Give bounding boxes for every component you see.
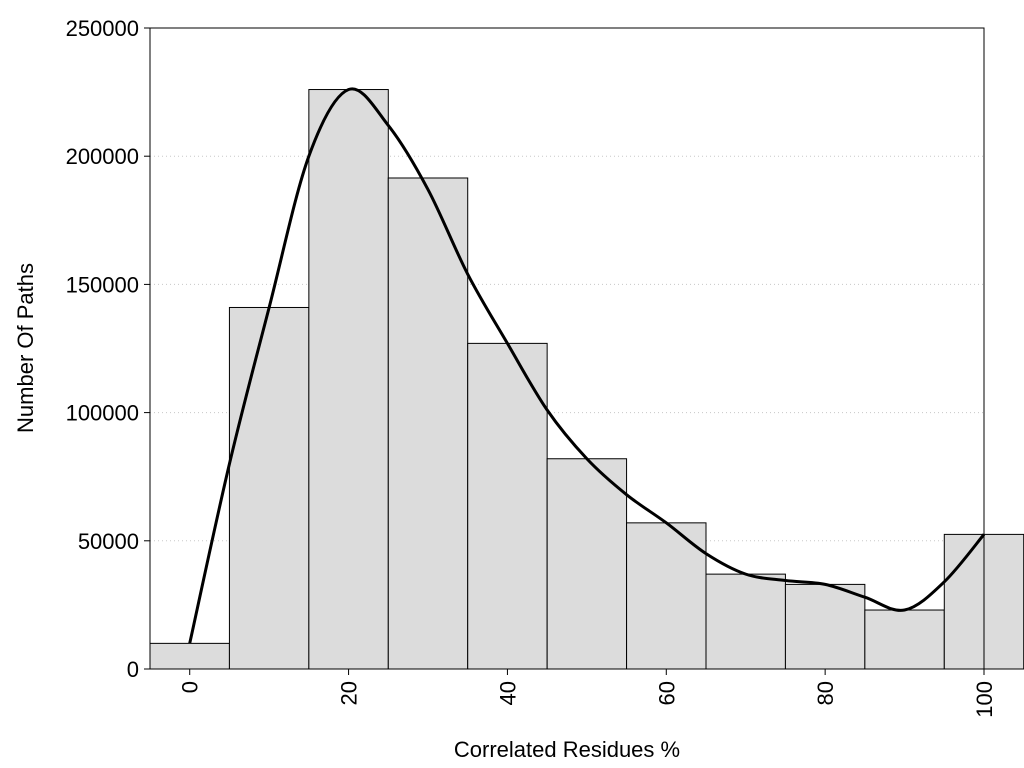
histogram-bar [308,89,389,670]
histogram-bar [149,642,230,670]
y-axis-title: Number Of Paths [13,263,38,433]
histogram-bar [546,458,628,670]
plot-frame [149,27,985,670]
y-tick-label: 250000 [66,16,139,41]
y-tick-label: 200000 [66,144,139,169]
x-tick-label: 80 [813,681,838,705]
x-tick-label: 40 [495,681,520,705]
y-tick-label: 0 [127,657,139,682]
histogram-bar [784,583,866,670]
histogram-bar [387,177,469,670]
histogram-bar [228,306,310,670]
x-tick-label: 60 [654,681,679,705]
density-curve [188,87,986,644]
x-tick-label: 100 [972,681,997,718]
y-tick-label: 50000 [78,529,139,554]
histogram-bar [467,342,548,670]
histogram-bar [864,609,945,670]
x-tick-label: 0 [178,681,203,693]
x-tick-label: 20 [337,681,362,705]
y-axis: 0 50000 100000 150000 200000 250000 [66,16,150,682]
x-axis: 0 20 40 60 80 100 [178,669,997,718]
y-tick-label: 100000 [66,401,139,426]
x-axis-title: Correlated Residues % [454,737,680,762]
curve-layer [188,87,986,644]
histogram-bar [705,573,786,670]
bars-layer [149,89,1024,670]
y-tick-label: 150000 [66,272,139,297]
